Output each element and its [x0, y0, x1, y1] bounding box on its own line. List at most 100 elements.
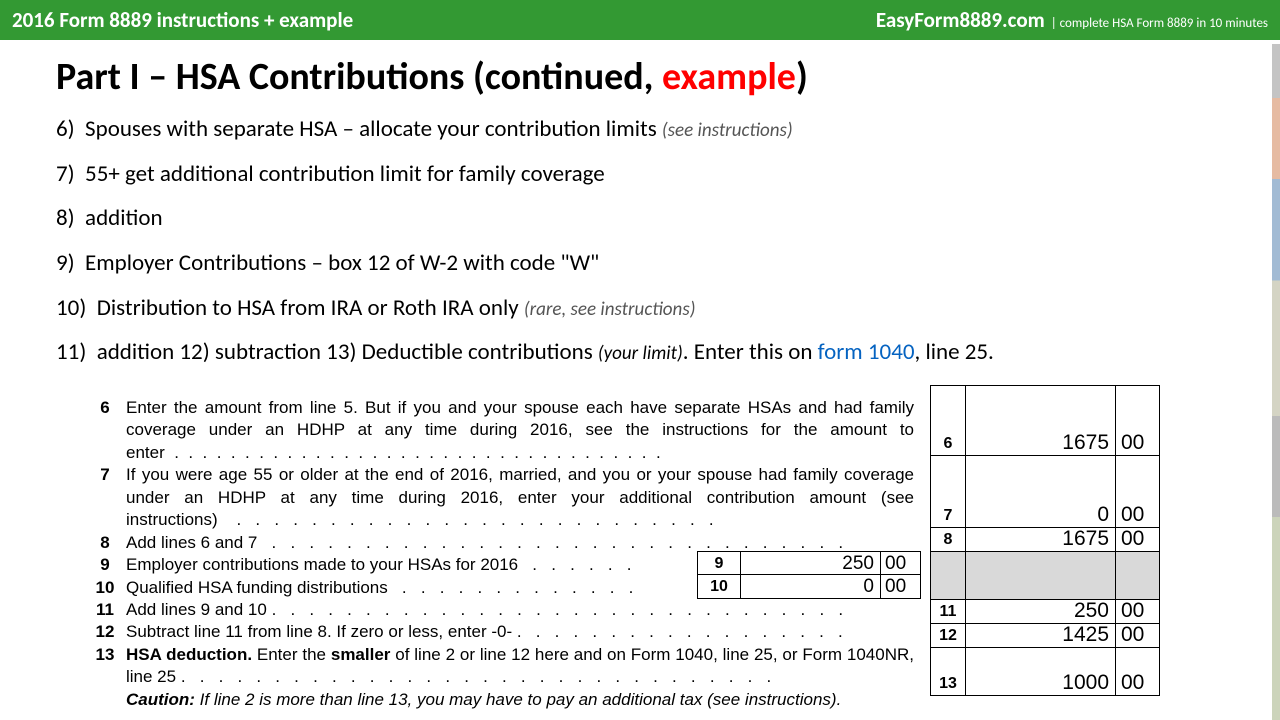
line-8-num: 8	[84, 532, 126, 554]
bullet-10: 10) Distribution to HSA from IRA or Roth…	[56, 291, 1224, 327]
bullet-6: 6) Spouses with separate HSA – allocate …	[56, 112, 1224, 148]
caution-spacer	[84, 689, 126, 711]
bullet-11-note: (your limit)	[598, 342, 683, 365]
mini-amount-table: 9 250 00 10 0 00	[697, 551, 921, 599]
page-title: Part I – HSA Contributions (continued, e…	[56, 54, 1224, 100]
title-accent: example	[662, 54, 796, 100]
mini-9-dollars: 250	[741, 551, 881, 575]
header-brand: EasyForm8889.com | complete HSA Form 888…	[876, 7, 1268, 33]
caution-text-wrap: Caution: If line 2 is more than line 13,…	[126, 689, 924, 711]
line-11-text-content: Add lines 9 and 10	[126, 600, 267, 619]
dots-icon: . . . . . . . . . . . . . . . . . .	[512, 622, 843, 641]
mini-9-cents: 00	[881, 551, 921, 575]
bullet-10-note: (rare, see instructions)	[524, 298, 696, 321]
dots-icon: . . . . . . . . . . . . . . . . . . . . …	[267, 600, 843, 619]
title-suffix: )	[796, 54, 808, 100]
right-row-13: 13 1000 00	[930, 648, 1160, 696]
line-13-bold-a: HSA deduction.	[126, 645, 252, 664]
right-13-num: 13	[930, 648, 966, 696]
bullet-8-num: 8)	[56, 204, 75, 232]
dots-icon: . . . . . . . . . . . . .	[388, 578, 634, 597]
mini-10-dollars: 0	[741, 575, 881, 599]
right-12-num: 12	[930, 624, 966, 648]
right-row-6: 6 1675 00	[930, 385, 1160, 456]
mini-10-num: 10	[697, 575, 741, 599]
bullet-11-text-c: , line 25.	[915, 338, 994, 366]
right-8-num: 8	[930, 528, 966, 552]
bullet-7-text: 55+ get additional contribution limit fo…	[85, 160, 605, 188]
form-1040-link[interactable]: form 1040	[818, 338, 915, 366]
bullet-10-text: Distribution to HSA from IRA or Roth IRA…	[97, 294, 519, 322]
form-line-11: 11 Add lines 9 and 10 . . . . . . . . . …	[84, 599, 924, 621]
dots-icon: . . . . . . . . . . . . . . . . . . . . …	[257, 533, 843, 552]
line-11-text: Add lines 9 and 10 . . . . . . . . . . .…	[126, 599, 924, 621]
bullet-9-num: 9)	[56, 249, 75, 277]
line-11-num: 11	[84, 599, 126, 621]
bullet-11-num: 11)	[56, 338, 86, 366]
right-13-cents: 00	[1116, 648, 1160, 696]
dots-icon: . . . . . . . . . . . . . . . . . . . . …	[165, 443, 661, 462]
bullet-8-text: addition	[85, 204, 163, 232]
mini-row-10: 10 0 00	[697, 575, 921, 599]
slide-content: Part I – HSA Contributions (continued, e…	[0, 40, 1280, 371]
bullet-11: 11) addition 12) subtraction 13) Deducti…	[56, 335, 1224, 371]
line-7-text: If you were age 55 or older at the end o…	[126, 464, 924, 531]
bullet-7-num: 7)	[56, 160, 75, 188]
header-brand-main: EasyForm8889.com	[876, 7, 1045, 33]
bullet-10-num: 10)	[56, 294, 86, 322]
right-row-8: 8 1675 00	[930, 528, 1160, 552]
title-prefix: Part I – HSA Contributions (continued,	[56, 54, 662, 100]
dots-icon: . . . . . . . . . . . . . . . . . . . . …	[186, 667, 772, 686]
right-6-cents: 00	[1116, 385, 1160, 456]
line-12-text: Subtract line 11 from line 8. If zero or…	[126, 621, 924, 643]
form-caution: Caution: If line 2 is more than line 13,…	[84, 689, 924, 711]
bullet-11-text-b: . Enter this on	[683, 338, 818, 366]
slide-header: 2016 Form 8889 instructions + example Ea…	[0, 0, 1280, 40]
caution-label: Caution:	[126, 690, 195, 709]
bullet-6-text: Spouses with separate HSA – allocate you…	[85, 115, 657, 143]
line-13-text: HSA deduction. Enter the smaller of line…	[126, 644, 924, 689]
bullet-9-text: Employer Contributions – box 12 of W-2 w…	[85, 249, 599, 277]
right-11-num: 11	[930, 600, 966, 624]
bullet-6-num: 6)	[56, 115, 75, 143]
right-row-11: 11 250 00	[930, 600, 1160, 624]
right-shade-cents	[1116, 552, 1160, 600]
right-11-cents: 00	[1116, 600, 1160, 624]
form-line-13: 13 HSA deduction. Enter the smaller of l…	[84, 644, 924, 689]
right-8-cents: 00	[1116, 528, 1160, 552]
line-7-num: 7	[84, 464, 126, 531]
dots-icon: . . . . . .	[518, 555, 631, 574]
thumbnail-strip-icon	[1272, 44, 1280, 720]
form-line-12: 12 Subtract line 11 from line 8. If zero…	[84, 621, 924, 643]
header-title: 2016 Form 8889 instructions + example	[12, 7, 353, 33]
line-13-bold-c: smaller	[331, 645, 391, 664]
right-7-num: 7	[930, 456, 966, 528]
mini-10-cents: 00	[881, 575, 921, 599]
right-amount-table: 6 1675 00 7 0 00 8 1675 00 11 250 00 12 …	[930, 385, 1160, 696]
line-13-text-b: Enter the	[252, 645, 331, 664]
right-6-dollars: 1675	[966, 385, 1116, 456]
line-12-num: 12	[84, 621, 126, 643]
right-row-shade	[930, 552, 1160, 600]
caution-text: If line 2 is more than line 13, you may …	[195, 690, 841, 709]
right-13-dollars: 1000	[966, 648, 1116, 696]
line-9-text: Employer contributions made to your HSAs…	[126, 554, 681, 576]
right-shade-dollars	[966, 552, 1116, 600]
right-8-dollars: 1675	[966, 528, 1116, 552]
form-line-6: 6 Enter the amount from line 5. But if y…	[84, 397, 924, 464]
line-12-text-content: Subtract line 11 from line 8. If zero or…	[126, 622, 512, 641]
line-8-text-content: Add lines 6 and 7	[126, 533, 257, 552]
right-row-7: 7 0 00	[930, 456, 1160, 528]
bullet-8: 8) addition	[56, 201, 1224, 237]
form-line-7: 7 If you were age 55 or older at the end…	[84, 464, 924, 531]
bullet-list: 6) Spouses with separate HSA – allocate …	[56, 112, 1224, 371]
right-row-12: 12 1425 00	[930, 624, 1160, 648]
mini-row-9: 9 250 00	[697, 551, 921, 575]
line-10-text-content: Qualified HSA funding distributions	[126, 578, 388, 597]
dots-icon: . . . . . . . . . . . . . . . . . . . . …	[218, 510, 714, 529]
bullet-6-note: (see instructions)	[662, 119, 793, 142]
right-12-cents: 00	[1116, 624, 1160, 648]
line-10-text: Qualified HSA funding distributions . . …	[126, 577, 681, 599]
right-12-dollars: 1425	[966, 624, 1116, 648]
right-11-dollars: 250	[966, 600, 1116, 624]
